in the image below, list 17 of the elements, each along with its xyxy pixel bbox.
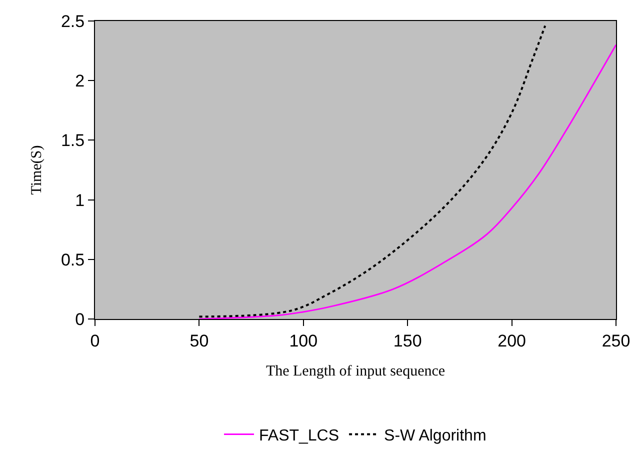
legend-label: S-W Algorithm	[384, 427, 486, 444]
x-tick-label: 100	[289, 331, 318, 350]
y-tick-label: 1	[75, 190, 85, 210]
y-tick-label: 2	[75, 72, 85, 91]
y-tick-label: 0.5	[60, 250, 85, 270]
y-tick-label: 1.5	[60, 131, 85, 150]
y-tick-label: 2.5	[60, 12, 85, 31]
x-tick-label: 150	[393, 331, 422, 350]
x-tick-label: 200	[498, 331, 526, 350]
y-axis-title: Time(S)	[29, 145, 46, 195]
x-tick-label: 50	[190, 331, 209, 350]
legend-label: FAST_LCS	[259, 427, 340, 444]
x-tick-label: 0	[90, 331, 100, 350]
line-series	[198, 44, 616, 319]
y-tick-label: 0	[75, 310, 85, 329]
x-tick-label: 250	[602, 331, 630, 350]
x-axis-title: The Length of input sequence	[266, 363, 446, 380]
